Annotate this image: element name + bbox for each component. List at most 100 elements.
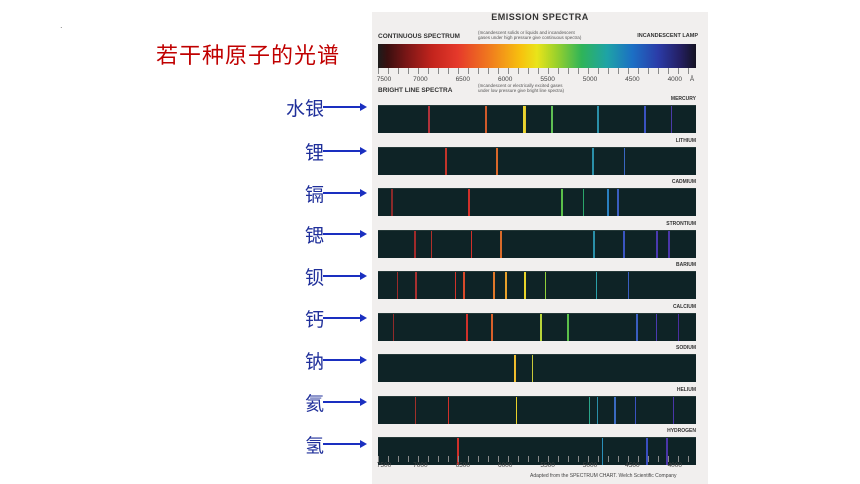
scale-tick-label: 5500 (540, 76, 555, 83)
emission-line (462, 272, 465, 299)
bright-note-1: (Incandescent or electrically excited ga… (478, 83, 563, 88)
element-label: 氦 (304, 393, 324, 415)
emission-line (582, 189, 585, 216)
arrow-icon (323, 356, 367, 363)
continuous-spectrum-band (378, 44, 696, 68)
element-label: 镉 (304, 184, 324, 206)
emission-line (593, 230, 595, 258)
arrow-icon (323, 398, 367, 405)
chart-credit: Adapted from the SPECTRUM CHART. Welch S… (530, 473, 677, 479)
emission-line (634, 396, 637, 424)
emission-line (414, 396, 417, 424)
spectrum-element-name: SODIUM (676, 345, 696, 351)
scale-tick-label: 4500 (625, 462, 640, 469)
spectrum-strontium: STRONTIUM (378, 221, 696, 258)
emission-line (655, 313, 658, 341)
continuous-note-2: gases under high pressure give continuou… (478, 35, 582, 40)
scale-tick-label: 6000 (497, 76, 513, 83)
emission-line (592, 147, 594, 175)
bottom-wavelength-scale: 7500 7000 6500 6000 5500 5000 4500 4000 (376, 462, 696, 470)
emission-line (491, 313, 494, 341)
element-label: 钠 (304, 351, 324, 373)
scale-tick-label: 7500 (376, 462, 392, 469)
arrow-icon (323, 230, 367, 237)
element-label: 氢 (304, 435, 324, 457)
emission-spectra-chart: EMISSION SPECTRA CONTINUOUS SPECTRUM (In… (372, 12, 708, 484)
slide-title: 若干种原子的光谱 (156, 44, 341, 69)
spectrum-strip (378, 312, 696, 341)
emission-line (493, 272, 495, 299)
emission-line (550, 106, 553, 133)
emission-line (670, 106, 673, 133)
bright-note-2: under low pressure give bright line spec… (478, 88, 565, 93)
emission-line (500, 230, 502, 258)
top-tick-marks (378, 68, 696, 74)
element-label-row: 氦 (268, 389, 368, 415)
spectrum-element-name: BARIUM (676, 262, 696, 268)
emission-line (466, 313, 468, 341)
scale-tick-label: 5500 (540, 462, 555, 469)
emission-line (596, 396, 599, 424)
spectrum-element-name: CADMIUM (671, 179, 696, 185)
spectrum-strip (378, 188, 696, 216)
element-label-row: 氢 (268, 431, 368, 457)
spectrum-strip (378, 105, 696, 133)
emission-line (595, 272, 598, 299)
emission-line (524, 272, 526, 299)
spectrum-element-name: HYDROGEN (667, 428, 696, 434)
element-label-row: 钠 (268, 347, 368, 373)
emission-line (447, 396, 450, 424)
emission-line (392, 313, 395, 341)
spectrum-element-name: LITHIUM (675, 137, 696, 144)
emission-line (415, 272, 417, 299)
spectrum-element-name: HELIUM (676, 386, 696, 393)
element-label: 钙 (304, 309, 324, 331)
emission-line (540, 313, 542, 341)
arrow-icon (323, 314, 367, 321)
chart-title: EMISSION SPECTRA (491, 12, 589, 22)
emission-line (677, 313, 680, 341)
emission-line (496, 147, 498, 175)
emission-line (468, 189, 470, 216)
spectrum-element-name: MERCURY (670, 96, 696, 102)
emission-line (430, 230, 433, 258)
emission-line (606, 189, 609, 216)
spectrum-barium: BARIUM (378, 262, 696, 299)
bright-line-heading: BRIGHT LINE SPECTRA (378, 87, 453, 94)
emission-line (636, 313, 638, 341)
emission-line (515, 396, 518, 424)
scale-tick-label: 6000 (497, 462, 513, 469)
emission-line (391, 189, 393, 216)
arrow-icon (323, 440, 367, 447)
spectrum-sodium: SODIUM (378, 345, 696, 382)
spectrum-mercury: MERCURY (378, 96, 696, 133)
spectrum-element-name: CALCIUM (672, 303, 696, 310)
spectrum-calcium: CALCIUM (378, 304, 696, 341)
emission-line (644, 106, 647, 133)
emission-line (672, 396, 675, 424)
emission-line (623, 230, 625, 258)
element-label: 钡 (304, 267, 324, 289)
element-label-row: 镉 (268, 180, 368, 206)
arrow-icon (323, 147, 367, 154)
arrow-icon (323, 189, 367, 196)
element-label: 锶 (304, 225, 324, 247)
scale-tick-label: 7000 (413, 76, 428, 83)
emission-line (627, 272, 630, 299)
scale-tick-label: 5000 (582, 76, 598, 83)
emission-line (505, 272, 508, 299)
scale-tick-label: 4000 (667, 462, 683, 469)
emission-line (623, 147, 626, 175)
continuous-note-1: (Incandescent solids or liquids and inca… (478, 30, 575, 35)
spectrum-strip (378, 354, 696, 382)
arrow-icon (323, 103, 367, 110)
emission-line (617, 189, 619, 216)
emission-line (666, 438, 668, 465)
bright-line-spectra: MERCURY LITHIUM CADMIUM STRONTIUM BARIUM CALC… (378, 96, 696, 465)
emission-line (454, 272, 457, 299)
scale-tick-label: 6500 (455, 76, 471, 83)
scale-tick-label: 7000 (413, 462, 428, 469)
emission-line (597, 106, 599, 133)
emission-line (668, 230, 670, 258)
bottom-tick-marks (378, 456, 696, 462)
